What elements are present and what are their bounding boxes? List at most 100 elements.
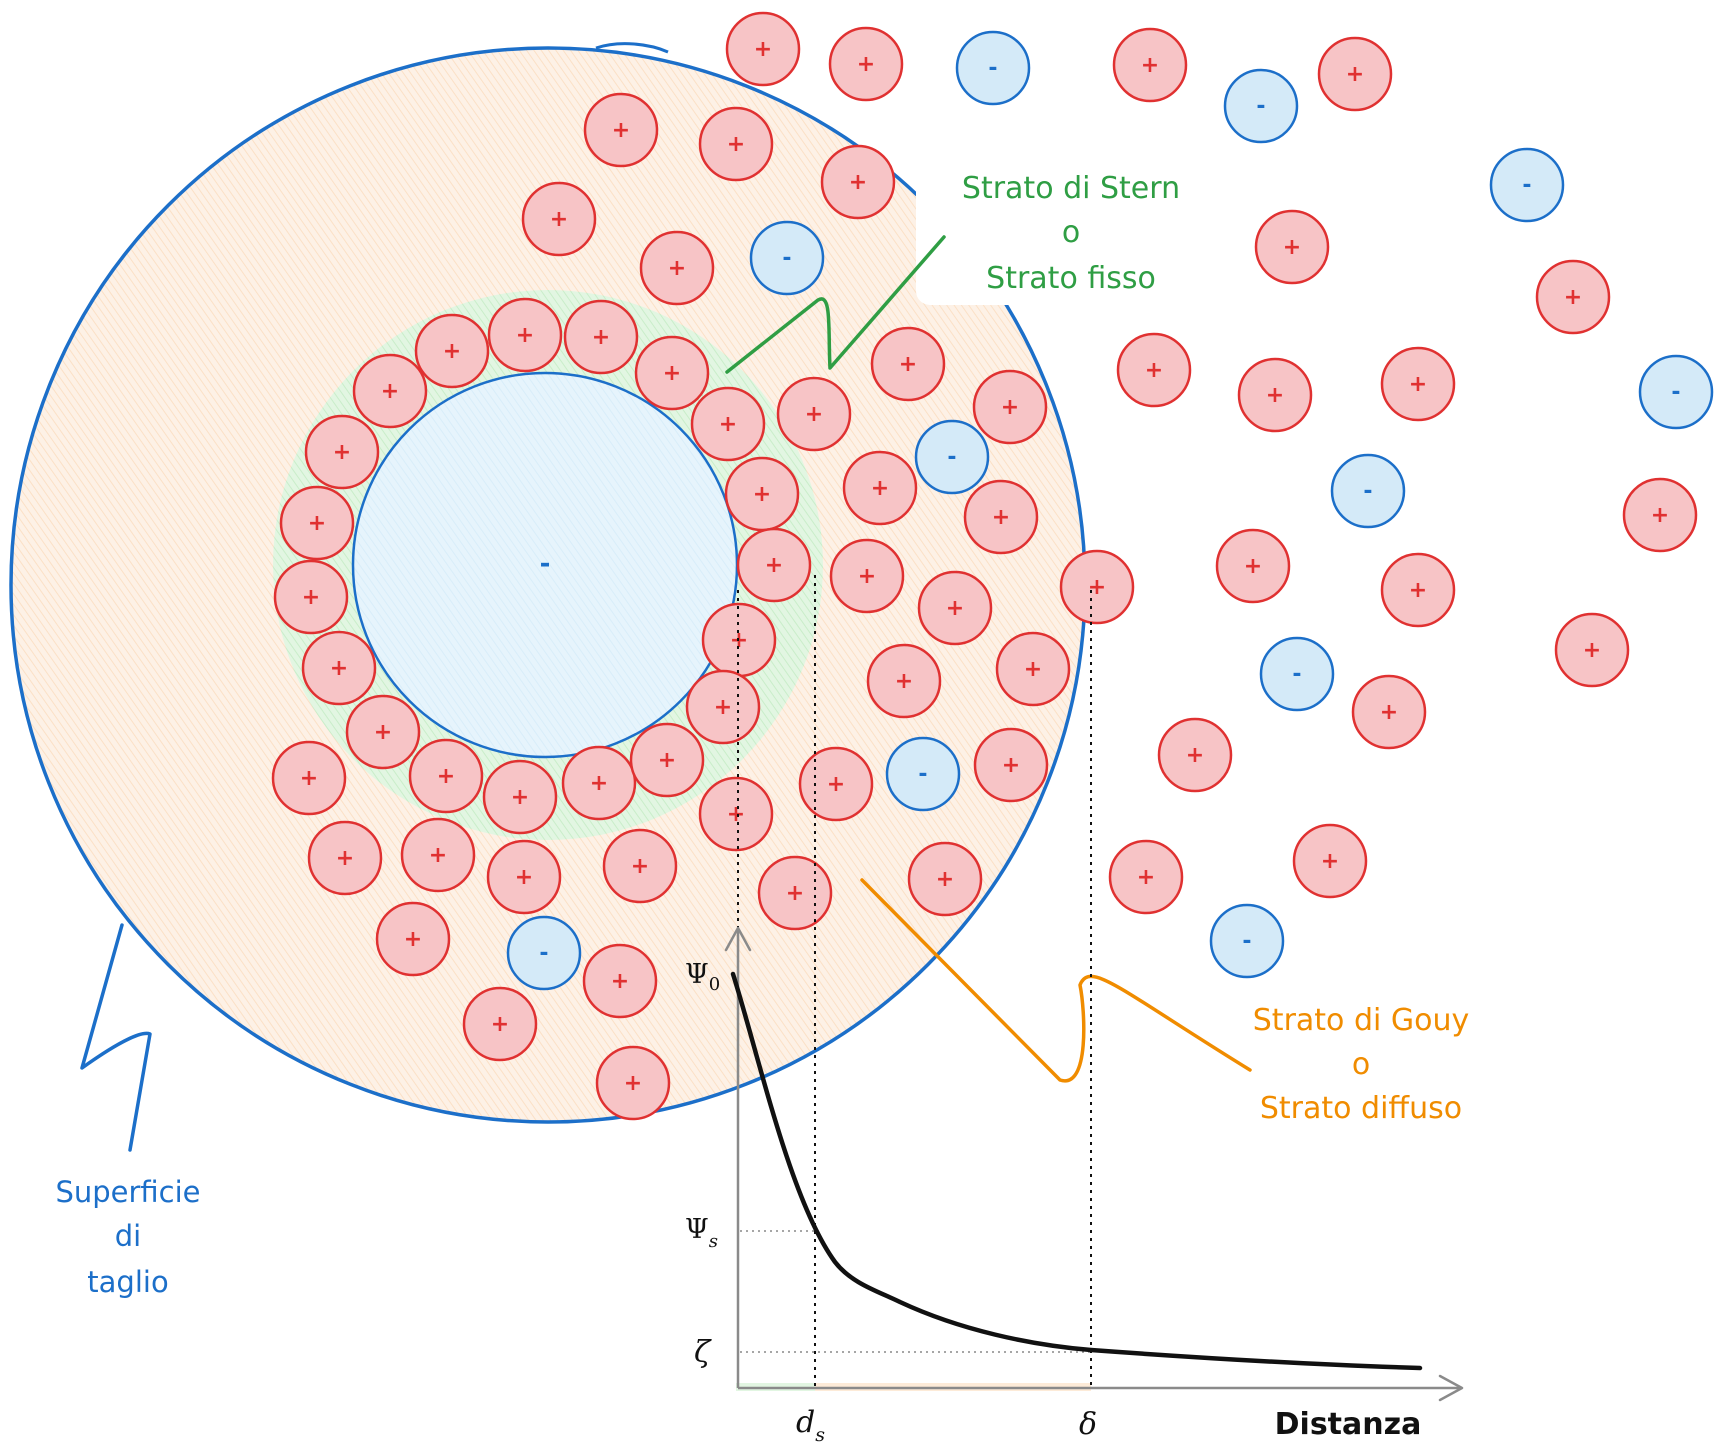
positive-ion: + [757, 855, 833, 931]
positive-ion-sign: + [443, 339, 461, 364]
positive-ion-sign: + [1141, 53, 1159, 78]
potential-curve [730, 971, 1423, 1371]
positive-ion: + [639, 230, 715, 306]
positive-ion: + [907, 841, 983, 917]
negative-ion-sign: - [1522, 173, 1531, 198]
positive-ion-circle [973, 727, 1049, 803]
positive-ion: + [1108, 839, 1184, 915]
positive-ion-sign: + [1137, 865, 1155, 890]
positive-ion-sign: + [895, 669, 913, 694]
positive-ion: + [629, 722, 705, 798]
positive-ion-circle [307, 820, 383, 896]
positive-ion: + [279, 485, 355, 561]
positive-ion: + [685, 669, 761, 745]
positive-ion-sign: + [753, 482, 771, 507]
positive-ion: + [776, 376, 852, 452]
x-axis-title: Distanza [1275, 1407, 1422, 1442]
positive-ion-circle [482, 759, 558, 835]
cut-surface-top-squiggle [595, 42, 669, 54]
positive-ion-sign: + [719, 412, 737, 437]
negative-ion-circle [914, 419, 990, 495]
positive-ion-circle [1292, 823, 1368, 899]
positive-ion-circle [521, 181, 597, 257]
positive-ion-sign: + [516, 323, 534, 348]
positive-ion: + [870, 326, 946, 402]
positive-ion: + [375, 901, 451, 977]
negative-ion-circle [1259, 636, 1335, 712]
positive-ion: + [995, 631, 1071, 707]
positive-ion: + [634, 335, 710, 411]
positive-ion-circle [1112, 27, 1188, 103]
positive-ion-circle [345, 694, 421, 770]
positive-ion-sign: + [714, 695, 732, 720]
positive-ion-sign: + [1244, 554, 1262, 579]
positive-ion: + [724, 456, 800, 532]
positive-ion-sign: + [946, 596, 964, 621]
positive-ion: + [1380, 346, 1456, 422]
cut-surface-label-line1: Superficie [55, 1175, 200, 1209]
positive-ion: + [828, 26, 904, 102]
positive-ion: + [1215, 528, 1291, 604]
positive-ion: + [563, 299, 639, 375]
positive-ion-sign: + [550, 207, 568, 232]
positive-ion: + [698, 776, 774, 852]
positive-ion-circle [271, 740, 347, 816]
positive-ion: + [1059, 549, 1135, 625]
positive-ion-circle [972, 369, 1048, 445]
stern-label-line1: Strato di Stern [962, 171, 1180, 206]
positive-ion-sign: + [1346, 62, 1364, 87]
negative-ion-circle [1638, 354, 1714, 430]
positive-ion-circle [462, 986, 538, 1062]
positive-ion-circle [870, 326, 946, 402]
positive-ion-circle [279, 485, 355, 561]
cut-surface-label-line3: taglio [87, 1265, 168, 1299]
negative-ion: - [1223, 68, 1299, 144]
positive-ion-circle [487, 297, 563, 373]
positive-ion: + [1254, 209, 1330, 285]
gouy-label: Strato di Gouy o Strato diffuso [1253, 1003, 1469, 1126]
positive-ion-sign: + [330, 656, 348, 681]
positive-ion-sign: + [624, 1071, 642, 1096]
positive-ion-circle [829, 538, 905, 614]
positive-ion: + [307, 820, 383, 896]
positive-ion-circle [1554, 612, 1630, 688]
positive-ion: + [1622, 477, 1698, 553]
positive-ion: + [1116, 332, 1192, 408]
positive-ion-sign: + [668, 256, 686, 281]
stern-label-line2: o [1062, 215, 1080, 250]
positive-ion: + [482, 759, 558, 835]
positive-ion-circle [820, 144, 896, 220]
stern-label-line3: Strato fisso [986, 261, 1156, 296]
positive-ion-circle [400, 817, 476, 893]
positive-ion-circle [1215, 528, 1291, 604]
positive-ion-sign: + [727, 802, 745, 827]
positive-ion: + [1237, 357, 1313, 433]
positive-ion: + [561, 745, 637, 821]
positive-ion-sign: + [1024, 657, 1042, 682]
positive-ion-circle [595, 1045, 671, 1121]
positive-ion-circle [1157, 717, 1233, 793]
positive-ion-sign: + [754, 37, 772, 62]
positive-ion-sign: + [302, 585, 320, 610]
gouy-pointer-line [860, 878, 1252, 1083]
positive-ion-sign: + [631, 854, 649, 879]
positive-ion: + [1351, 674, 1427, 750]
negative-ion-sign: - [539, 941, 548, 966]
positive-ion-circle [842, 450, 918, 526]
positive-ion: + [820, 144, 896, 220]
positive-ion-sign: + [612, 118, 630, 143]
gouy-label-line1: Strato di Gouy [1253, 1003, 1469, 1038]
gouy-label-line2: o [1352, 1047, 1370, 1082]
positive-ion: + [829, 538, 905, 614]
negative-ion-sign: - [1256, 94, 1265, 119]
positive-ion: + [842, 450, 918, 526]
negative-ion-sign: - [782, 246, 791, 271]
positive-ion-circle [1254, 209, 1330, 285]
positive-ion-sign: + [437, 764, 455, 789]
positive-ion-sign: + [765, 553, 783, 578]
positive-ion-circle [995, 631, 1071, 707]
positive-ion: + [408, 738, 484, 814]
positive-ion-circle [304, 414, 380, 490]
positive-ion-sign: + [786, 881, 804, 906]
